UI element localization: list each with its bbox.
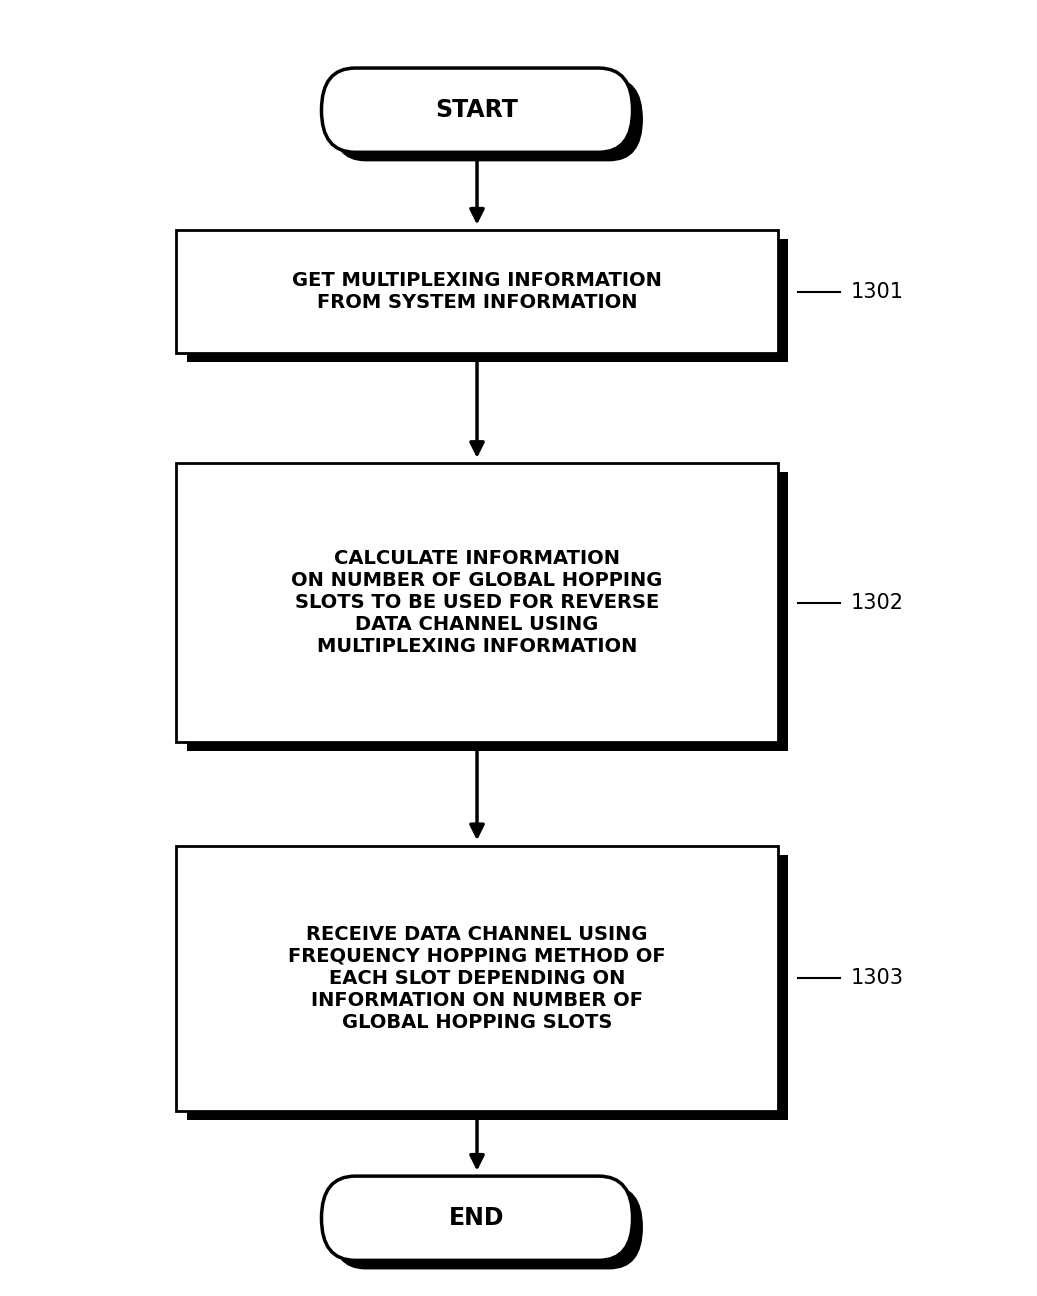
Text: 1303: 1303	[850, 968, 903, 989]
Bar	[176, 464, 778, 741]
Text: RECEIVE DATA CHANNEL USING
FREQUENCY HOPPING METHOD OF
EACH SLOT DEPENDING ON
IN: RECEIVE DATA CHANNEL USING FREQUENCY HOP…	[288, 925, 666, 1032]
Text: 1301: 1301	[850, 281, 903, 302]
Bar	[187, 855, 788, 1120]
Bar	[176, 231, 778, 353]
Text: GET MULTIPLEXING INFORMATION
FROM SYSTEM INFORMATION: GET MULTIPLEXING INFORMATION FROM SYSTEM…	[292, 271, 662, 312]
Text: 1302: 1302	[850, 592, 903, 613]
FancyBboxPatch shape	[332, 1185, 643, 1270]
FancyBboxPatch shape	[321, 67, 633, 153]
Text: START: START	[436, 98, 518, 122]
FancyBboxPatch shape	[332, 76, 643, 161]
FancyBboxPatch shape	[321, 1177, 633, 1260]
Bar	[187, 472, 788, 750]
Text: CALCULATE INFORMATION
ON NUMBER OF GLOBAL HOPPING
SLOTS TO BE USED FOR REVERSE
D: CALCULATE INFORMATION ON NUMBER OF GLOBA…	[291, 550, 663, 656]
Bar	[176, 846, 778, 1112]
Bar	[187, 240, 788, 362]
Text: END: END	[449, 1207, 505, 1230]
